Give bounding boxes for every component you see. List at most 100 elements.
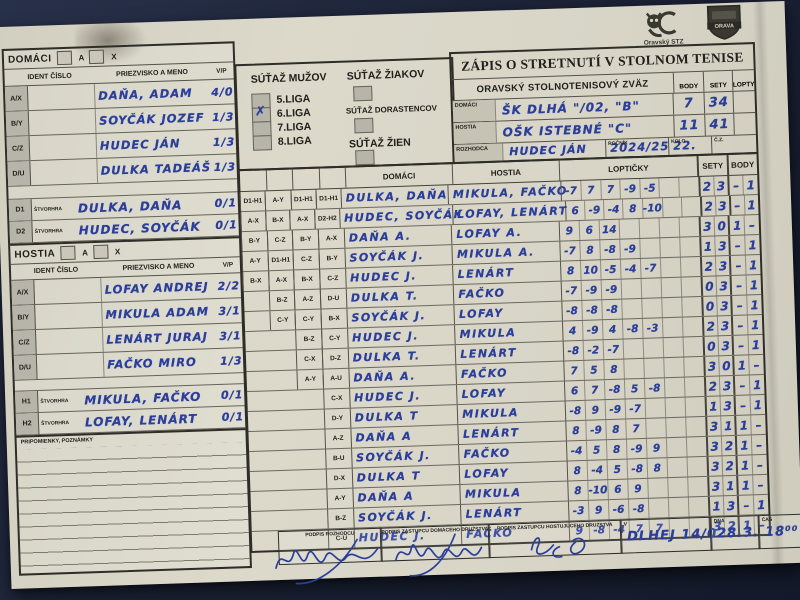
points-away: 1: [753, 397, 763, 412]
set-score-2: 6: [579, 220, 601, 240]
set-score-3: 6: [608, 479, 629, 500]
set-score-6: [667, 457, 689, 478]
away-player: LOFAY: [457, 381, 566, 405]
set-score-6: [662, 297, 683, 318]
league-checkbox: [252, 134, 273, 151]
set-score-7: [688, 476, 710, 497]
sets-away: 1: [723, 475, 740, 496]
set-score-2: -10: [588, 480, 609, 500]
points-home: –: [732, 295, 749, 315]
order-code-4: C-Z: [319, 268, 347, 289]
sets-home: 3: [700, 216, 716, 236]
set-score-1: 6: [564, 380, 586, 401]
set-score-4: 9: [628, 478, 649, 499]
set-score-1: -7: [561, 280, 583, 301]
order-code-3: B-Z: [295, 329, 323, 350]
set-score-4: [623, 338, 645, 359]
wl-column-header: V/P: [216, 67, 227, 75]
sets-home: 1: [706, 396, 722, 416]
set-score-6: [662, 317, 684, 338]
set-score-6: [661, 277, 683, 298]
player-ident-cell: [34, 302, 103, 330]
cz-label: Č.Z.: [713, 137, 724, 144]
player-name: DULKA TADEÁŠ: [100, 160, 212, 178]
points-away: 1: [751, 337, 761, 352]
set-score-5: [640, 238, 661, 258]
sets-away: 3: [716, 255, 732, 276]
order-code-3: B-X: [293, 269, 321, 290]
order-code-4: D-X: [325, 468, 354, 489]
home-roster-title: DOMÁCI: [7, 52, 52, 66]
set-score-1: 9: [559, 220, 581, 241]
set-score-1: -7: [560, 240, 581, 261]
doubles-code: H1: [14, 390, 39, 413]
cz-cell: Č.Z.: [710, 135, 757, 154]
set-score-7: [685, 396, 708, 417]
doubles-code: H2: [15, 412, 40, 435]
set-score-3: -8: [604, 379, 626, 400]
player-ident-cell: [29, 133, 98, 161]
sets-away: 3: [720, 395, 737, 416]
order-code-1: [250, 511, 277, 531]
doubles-win-loss: 0/1: [215, 218, 238, 233]
remarks-ruled-lines: [16, 442, 250, 574]
order-code-2: C-Z: [266, 230, 294, 251]
order-col-1-header: [239, 170, 267, 192]
sets-home: 2: [701, 256, 717, 276]
away-player: MIKULA: [460, 481, 569, 505]
set-score-2: -8: [582, 300, 603, 320]
points-away: 1: [752, 377, 762, 392]
home-team-label: DOMÁCI: [452, 99, 497, 123]
order-code-1: B-X: [242, 271, 270, 292]
points-away: 1: [756, 497, 766, 512]
home-points-total: 7: [672, 92, 705, 115]
set-score-6: [666, 437, 688, 458]
time-box: ČAS 18⁰⁰: [757, 513, 800, 550]
sets-away: 3: [715, 195, 732, 216]
set-score-7: [679, 216, 702, 237]
points-away: 1: [748, 257, 758, 272]
order-code-3: [299, 449, 326, 469]
order-code-1: [244, 331, 271, 351]
set-score-4: [621, 278, 643, 299]
remarks-box: PRIPOMIENKY, POZNÁMKY: [16, 428, 250, 574]
sets-home: 3: [709, 476, 724, 496]
set-score-7: [684, 356, 706, 377]
owl-logo-icon: [645, 11, 677, 38]
set-score-7: [680, 256, 703, 277]
set-score-7: [686, 416, 708, 437]
order-code-2: [276, 510, 303, 530]
order-code-3: B-Y: [292, 229, 320, 250]
order-code-4: A-Z: [324, 428, 352, 449]
set-score-7: [681, 276, 704, 297]
sets-away: 1: [721, 415, 738, 436]
player-win-loss: 1/3: [219, 353, 243, 368]
rosters-panel: DOMÁCI A X IDENT ČÍSLO PRIEZVISKO A MENO…: [1, 41, 252, 576]
set-score-1: -4: [566, 440, 588, 461]
set-score-3: -5: [600, 259, 622, 280]
order-code-1: [243, 291, 270, 311]
points-home: –: [729, 175, 745, 195]
round-label: KOLO: [670, 138, 686, 145]
set-score-5: [641, 278, 663, 298]
set-score-7: [686, 436, 709, 457]
set-score-5: [643, 338, 665, 358]
women-checkbox: [355, 149, 375, 166]
league-label: 6.LIGA: [276, 106, 311, 120]
league-label: 8.LIGA: [277, 134, 312, 148]
set-score-7: [684, 376, 707, 397]
away-roster-title: HOSTIA: [14, 247, 56, 261]
order-code-2: [274, 450, 301, 470]
points-away: 1: [750, 317, 760, 332]
order-code-1: [245, 371, 272, 391]
player-name: HUDEC JÁN: [99, 136, 181, 153]
player-name: MIKULA ADAM: [105, 304, 210, 322]
referee-signature-box: PODPIS ROZHODCU: [275, 527, 383, 585]
points-away: 1: [747, 197, 756, 212]
set-score-2: 7: [584, 380, 606, 400]
set-score-4: -8: [627, 458, 649, 479]
order-code-2: A-X: [267, 270, 296, 291]
set-score-3: -8: [600, 239, 621, 260]
sets-away: 3: [718, 335, 735, 356]
